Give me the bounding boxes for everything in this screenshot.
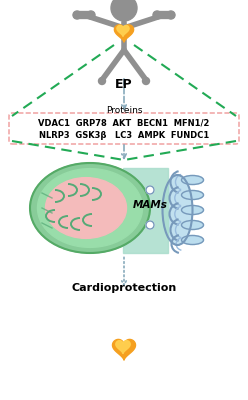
- Circle shape: [146, 186, 154, 194]
- Polygon shape: [114, 25, 134, 42]
- Ellipse shape: [182, 190, 204, 200]
- Polygon shape: [116, 341, 130, 354]
- Bar: [123, 168, 167, 252]
- Text: MAMs: MAMs: [133, 200, 167, 210]
- Text: Proteins: Proteins: [106, 106, 142, 115]
- Ellipse shape: [45, 178, 126, 238]
- Circle shape: [143, 78, 150, 84]
- Circle shape: [87, 11, 95, 19]
- Circle shape: [146, 221, 154, 229]
- Text: EP: EP: [115, 78, 133, 91]
- Text: Cardioprotection: Cardioprotection: [71, 283, 177, 293]
- Ellipse shape: [182, 220, 204, 230]
- Circle shape: [167, 11, 175, 19]
- Text: NLRP3  GSK3β   LC3  AMPK  FUNDC1: NLRP3 GSK3β LC3 AMPK FUNDC1: [39, 131, 209, 140]
- Circle shape: [73, 11, 81, 19]
- Circle shape: [111, 0, 137, 21]
- Ellipse shape: [182, 206, 204, 214]
- Ellipse shape: [182, 236, 204, 244]
- Polygon shape: [113, 340, 135, 360]
- Ellipse shape: [162, 175, 192, 245]
- FancyBboxPatch shape: [9, 113, 239, 144]
- Ellipse shape: [182, 176, 204, 184]
- Circle shape: [153, 11, 161, 19]
- Ellipse shape: [30, 163, 150, 253]
- Text: VDAC1  GRP78  AKT  BECN1  MFN1/2: VDAC1 GRP78 AKT BECN1 MFN1/2: [38, 118, 210, 127]
- Ellipse shape: [37, 169, 143, 247]
- Circle shape: [98, 78, 105, 84]
- Polygon shape: [117, 26, 129, 36]
